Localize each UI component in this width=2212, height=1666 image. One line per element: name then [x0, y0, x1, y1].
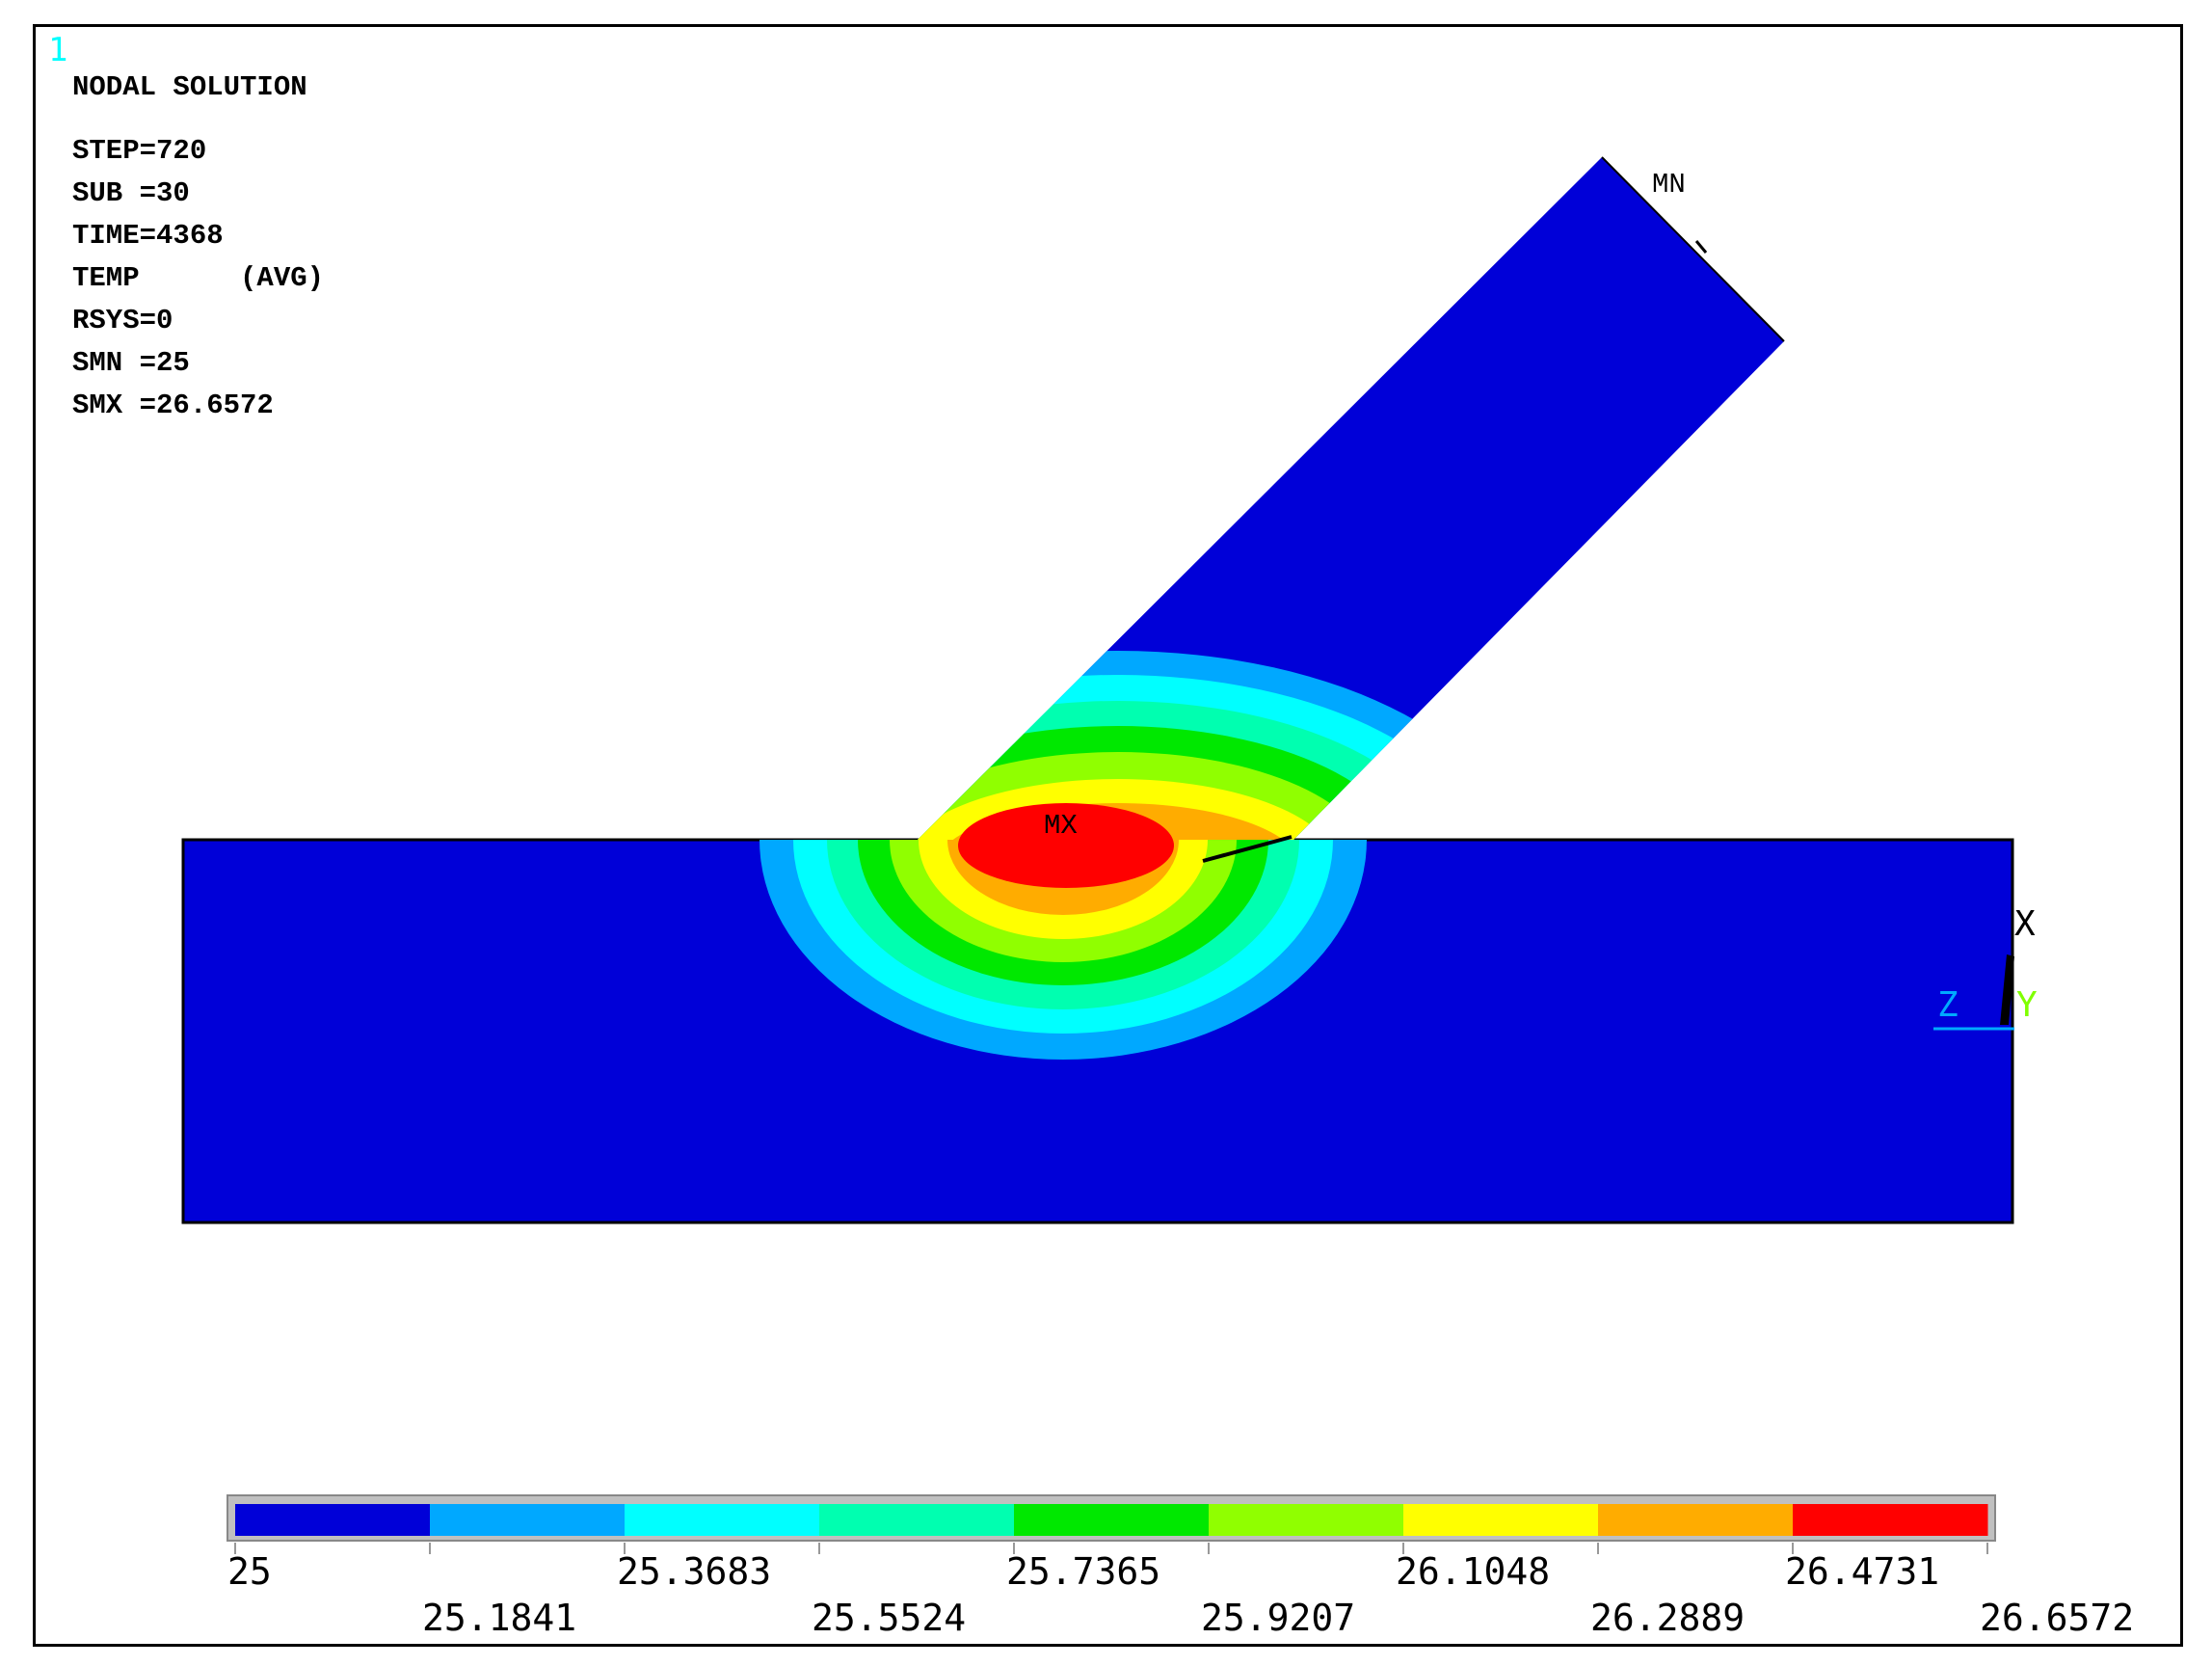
legend-swatch	[1598, 1504, 1794, 1536]
legend-label-bottom: 26.2889	[1590, 1597, 1746, 1639]
legend-label-bottom: 25.9207	[1201, 1597, 1356, 1639]
legend-swatch	[1014, 1504, 1210, 1536]
window-number: 1	[48, 31, 68, 69]
info-line-temp: TEMP (AVG)	[72, 262, 325, 294]
max-marker-label: MX	[1044, 810, 1078, 842]
info-line-smx: SMX =26.6572	[72, 390, 274, 421]
main-chord	[181, 838, 2014, 1224]
info-line-rsys: RSYS=0	[72, 305, 173, 336]
legend-label-bottom: 25.1841	[422, 1597, 577, 1639]
legend-colorbar	[227, 1494, 1996, 1542]
legend-label-top: 25.3683	[617, 1550, 772, 1593]
legend-swatch	[625, 1504, 820, 1536]
info-line-time: TIME=4368	[72, 220, 224, 252]
legend-swatch	[430, 1504, 626, 1536]
info-line-sub: SUB =30	[72, 177, 190, 209]
info-line-step: STEP=720	[72, 135, 207, 167]
legend-swatch	[1209, 1504, 1404, 1536]
coordinate-triad	[1933, 954, 2014, 1031]
legend-swatch	[1403, 1504, 1599, 1536]
triad-z-label: Z	[1937, 985, 1959, 1025]
triad-y-label: Y	[2016, 985, 2038, 1025]
legend-label-bottom: 25.5524	[812, 1597, 967, 1639]
legend-ticks	[234, 1543, 1988, 1554]
legend-label-top: 25	[227, 1550, 272, 1593]
legend-label-bottom: 26.6572	[1980, 1597, 2135, 1639]
triad-x-label: X	[2014, 904, 2036, 944]
legend-label-top: 25.7365	[1006, 1550, 1161, 1593]
legend-label-top: 26.1048	[1396, 1550, 1551, 1593]
legend-swatch	[1793, 1504, 1988, 1536]
legend-swatch	[235, 1504, 431, 1536]
max-hotspot	[958, 803, 1174, 888]
min-marker-label: MN	[1652, 169, 1686, 201]
info-line-smn: SMN =25	[72, 347, 190, 379]
legend-label-top: 26.4731	[1785, 1550, 1940, 1593]
min-marker-tick	[1694, 240, 1708, 254]
legend-swatch	[819, 1504, 1015, 1536]
triad-x-axis	[2000, 954, 2014, 1025]
info-title: NODAL SOLUTION	[72, 71, 307, 103]
